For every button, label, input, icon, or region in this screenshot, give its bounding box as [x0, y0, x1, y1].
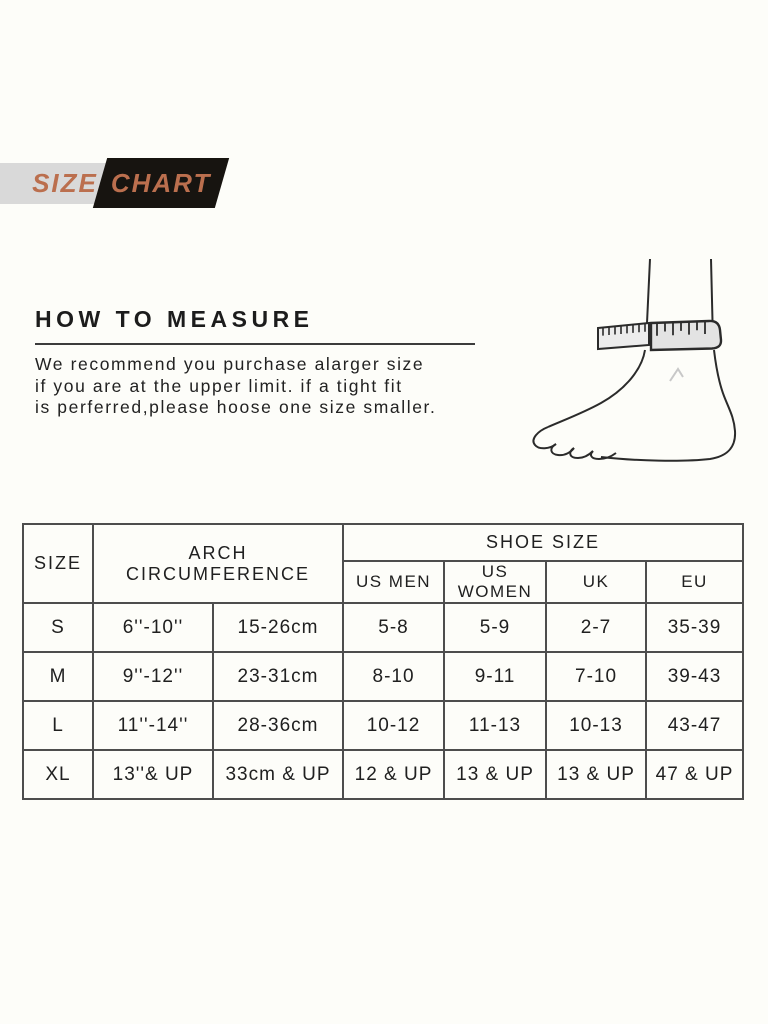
cell-us-women: 5-9 — [443, 602, 548, 653]
banner-black-parallelogram: CHART — [92, 158, 230, 208]
how-to-measure-title: HOW TO MEASURE — [35, 306, 475, 345]
size-chart-table: SIZE ARCH CIRCUMFERENCE SHOE SIZE US MEN… — [22, 523, 745, 800]
foot-tape-drawing-icon — [532, 258, 737, 462]
cell-uk: 2-7 — [545, 602, 648, 653]
cell-arch-inches: 11''-14'' — [92, 700, 214, 751]
banner-chart-label: CHART — [110, 167, 212, 198]
cell-eu: 47 & UP — [645, 749, 745, 800]
cell-us-men: 8-10 — [342, 651, 446, 702]
size-chart-banner: SIZE CHART — [0, 158, 768, 210]
how-to-measure-line: is perferred,please hoose one size small… — [35, 397, 437, 417]
cell-size: S — [22, 602, 94, 653]
cell-size: XL — [22, 749, 94, 800]
cell-uk: 10-13 — [545, 700, 648, 751]
cell-size: M — [22, 651, 94, 702]
cell-us-women: 13 & UP — [443, 749, 548, 800]
col-header-size: SIZE — [22, 523, 94, 604]
how-to-measure-line: if you are at the upper limit. if a tigh… — [35, 375, 403, 396]
col-header-uk: UK — [545, 560, 648, 604]
ankle-measurement-illustration — [498, 253, 766, 483]
cell-us-men: 12 & UP — [342, 749, 446, 800]
cell-size: L — [22, 700, 94, 751]
cell-us-men: 5-8 — [342, 602, 446, 653]
cell-arch-inches: 13''& UP — [92, 749, 214, 800]
table-row-m: M 9''-12'' 23-31cm 8-10 9-11 7-10 39-43 — [22, 651, 745, 702]
table-row-s: S 6''-10'' 15-26cm 5-8 5-9 2-7 35-39 — [22, 602, 745, 653]
table-row-xl: XL 13''& UP 33cm & UP 12 & UP 13 & UP 13… — [22, 749, 745, 800]
cell-us-women: 9-11 — [443, 651, 548, 702]
cell-us-women: 11-13 — [443, 700, 548, 751]
cell-us-men: 10-12 — [342, 700, 446, 751]
how-to-measure-section: HOW TO MEASURE We recommend you purchase… — [35, 306, 475, 419]
col-header-arch-circumference: ARCH CIRCUMFERENCE — [91, 523, 345, 604]
how-to-measure-text: We recommend you purchase alarger size i… — [35, 354, 475, 419]
cell-uk: 13 & UP — [545, 749, 648, 800]
col-header-us-women: US WOMEN — [443, 560, 548, 604]
cell-eu: 43-47 — [645, 700, 745, 751]
cell-uk: 7-10 — [545, 651, 648, 702]
cell-arch-inches: 6''-10'' — [92, 602, 214, 653]
cell-eu: 35-39 — [645, 602, 745, 653]
cell-eu: 39-43 — [645, 651, 745, 702]
col-header-us-men: US MEN — [342, 560, 446, 604]
how-to-measure-line: We recommend you purchase alarger size — [35, 354, 425, 374]
cell-arch-cm: 15-26cm — [211, 602, 345, 653]
col-header-eu: EU — [645, 560, 745, 604]
banner-size-label: SIZE — [32, 167, 98, 198]
col-header-shoe-size: SHOE SIZE — [342, 523, 745, 562]
cell-arch-cm: 33cm & UP — [211, 749, 345, 800]
table-row-l: L 11''-14'' 28-36cm 10-12 11-13 10-13 43… — [22, 700, 745, 751]
cell-arch-cm: 28-36cm — [211, 700, 345, 751]
cell-arch-cm: 23-31cm — [211, 651, 345, 702]
cell-arch-inches: 9''-12'' — [92, 651, 214, 702]
